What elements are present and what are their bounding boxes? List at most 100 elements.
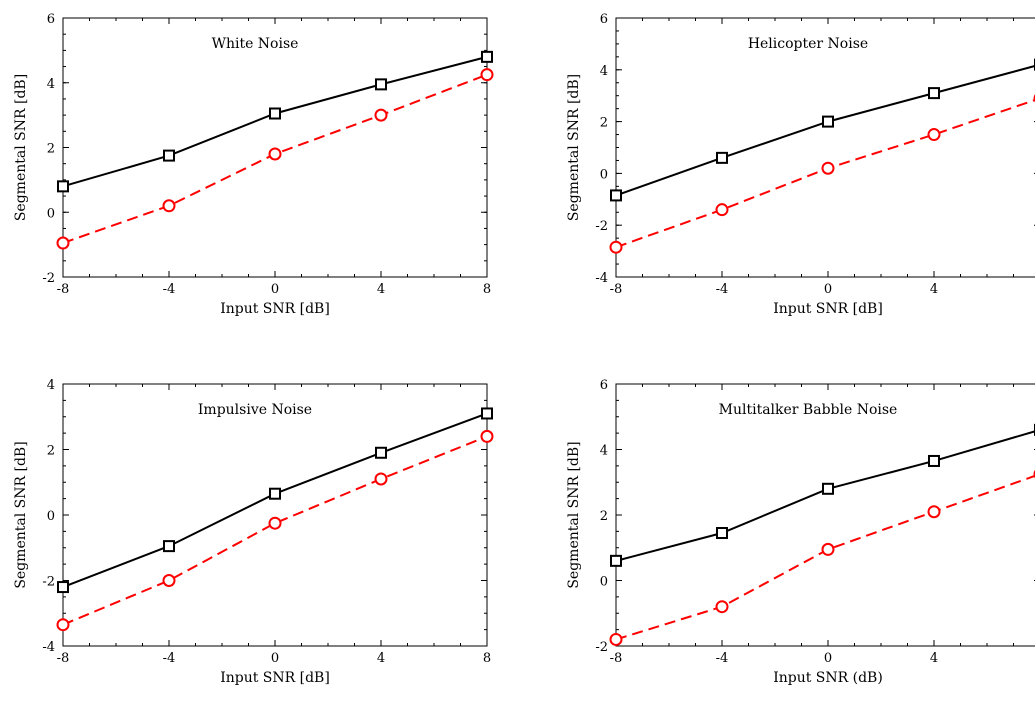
square-marker (716, 527, 728, 540)
x-tick-label: -4 (716, 282, 729, 297)
y-tick-label: 6 (600, 378, 608, 393)
x-tick-label: -4 (163, 651, 176, 666)
x-tick-label: 4 (377, 651, 385, 666)
x-axis-label: Input SNR [dB] (220, 301, 330, 317)
circle-marker (821, 161, 835, 175)
square-marker (163, 149, 175, 162)
x-axis-label: Input SNR [dB] (773, 301, 883, 317)
y-axis-label: Segmental SNR [dB] (13, 74, 29, 221)
square-marker (822, 482, 834, 495)
series-line-solid (615, 64, 1035, 197)
y-tick-label: 6 (600, 12, 608, 27)
series-line-dashed (615, 474, 1035, 641)
x-tick-label: 4 (930, 651, 938, 666)
x-tick-label: 4 (377, 282, 385, 297)
plot-frame (615, 17, 1035, 278)
x-tick-label: -4 (163, 282, 176, 297)
y-tick-label: 6 (47, 12, 55, 27)
x-tick-label: -8 (57, 651, 70, 666)
x-tick-label: 0 (271, 651, 279, 666)
x-tick-label: -8 (610, 282, 623, 297)
square-marker (163, 540, 175, 553)
x-axis-label: Input SNR [dB] (220, 670, 330, 686)
series-line-solid (62, 55, 488, 188)
y-tick-label: 2 (600, 509, 608, 524)
y-tick-label: -2 (42, 575, 55, 590)
y-tick-label: 0 (600, 167, 608, 182)
chart-title: Multitalker Babble Noise (719, 402, 898, 418)
plot-frame (62, 383, 488, 647)
y-tick-label: 4 (47, 378, 55, 393)
circle-marker (609, 632, 623, 646)
x-tick-label: 4 (930, 282, 938, 297)
circle-marker (715, 600, 729, 614)
circle-marker (480, 68, 494, 82)
square-marker (481, 50, 493, 63)
y-tick-label: 2 (47, 142, 55, 157)
square-marker (57, 581, 69, 594)
y-axis-label: Segmental SNR [dB] (566, 74, 582, 221)
chart-title: Impulsive Noise (198, 402, 312, 418)
square-marker (57, 180, 69, 193)
circle-marker (374, 108, 388, 122)
circle-marker (268, 516, 282, 530)
y-tick-label: 0 (600, 575, 608, 590)
circle-marker (56, 236, 70, 250)
y-tick-label: -2 (595, 640, 608, 655)
circle-marker (480, 429, 494, 443)
y-tick-label: -2 (595, 219, 608, 234)
y-tick-label: -4 (42, 640, 55, 655)
x-tick-label: 8 (483, 282, 491, 297)
x-tick-label: 0 (824, 651, 832, 666)
circle-marker (927, 128, 941, 142)
circle-marker (268, 147, 282, 161)
y-tick-label: 4 (600, 64, 608, 79)
circle-marker (162, 574, 176, 587)
square-marker (375, 78, 387, 91)
x-tick-label: -8 (57, 282, 70, 297)
square-marker (610, 189, 622, 202)
square-marker (928, 454, 940, 467)
circle-marker (56, 618, 70, 632)
circle-marker (374, 472, 388, 486)
chart-title: White Noise (212, 36, 299, 52)
y-tick-label: 0 (47, 206, 55, 221)
square-marker (928, 87, 940, 100)
square-marker (822, 115, 834, 128)
series-line-solid (615, 430, 1035, 562)
x-tick-label: 0 (271, 282, 279, 297)
y-axis-label: Segmental SNR [dB] (13, 441, 29, 588)
x-tick-label: -4 (716, 651, 729, 666)
chart-panel: -8 -4 0 4 8 -2 0 2 4 6 White Noise Input SNR [dB] Se… (13, 12, 494, 317)
y-axis-label: Segmental SNR [dB] (566, 441, 582, 588)
square-marker (269, 107, 281, 120)
square-marker (269, 487, 281, 500)
plot-frame (615, 383, 1035, 647)
series-line-solid (62, 412, 488, 588)
y-tick-label: 2 (47, 444, 55, 459)
square-marker (375, 446, 387, 459)
y-tick-label: 4 (600, 444, 608, 459)
y-tick-label: 0 (47, 509, 55, 524)
x-tick-label: -8 (610, 651, 623, 666)
circle-marker (927, 505, 941, 519)
series-line-dashed (62, 435, 488, 626)
circle-marker (715, 203, 729, 217)
circle-marker (609, 240, 623, 254)
square-marker (610, 554, 622, 567)
circle-marker (821, 542, 835, 556)
x-tick-label: 8 (483, 651, 491, 666)
chart-title: Helicopter Noise (748, 36, 868, 52)
x-tick-label: 0 (824, 282, 832, 297)
y-tick-label: 4 (47, 77, 55, 92)
y-tick-label: -4 (595, 271, 608, 286)
y-tick-label: -2 (42, 271, 55, 286)
y-tick-label: 2 (600, 116, 608, 131)
circle-marker (162, 199, 176, 213)
x-axis-label: Input SNR (dB) (773, 670, 883, 686)
square-marker (716, 151, 728, 164)
